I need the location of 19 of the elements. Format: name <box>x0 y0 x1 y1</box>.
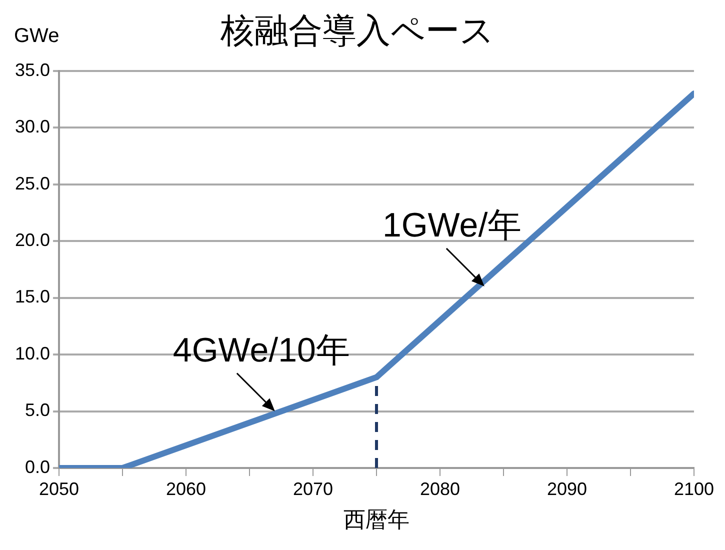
x-tick-label: 2100 <box>674 478 714 499</box>
x-tick-label: 2080 <box>420 478 460 499</box>
x-tick-label: 2050 <box>39 478 80 499</box>
y-tick-label: 0.0 <box>25 456 50 477</box>
x-tick-label: 2090 <box>546 478 588 499</box>
chart-title: 核融合導入ペース <box>220 12 494 50</box>
annotation: 1GWe/年 <box>382 206 522 244</box>
y-tick-label: 30.0 <box>14 116 50 137</box>
y-axis-title: GWe <box>14 25 60 47</box>
x-tick-label: 2070 <box>292 478 334 499</box>
y-tick-label: 15.0 <box>14 286 50 307</box>
x-tick-label: 2060 <box>166 478 206 499</box>
y-tick-label: 10.0 <box>14 343 50 364</box>
x-axis-title: 西暦年 <box>344 506 410 532</box>
y-tick-label: 5.0 <box>25 400 50 420</box>
y-tick-label: 20.0 <box>14 230 50 250</box>
annotation: 4GWe/10年 <box>172 331 350 370</box>
y-tick-label: 35.0 <box>14 60 50 80</box>
y-tick-label: 25.0 <box>14 173 50 194</box>
